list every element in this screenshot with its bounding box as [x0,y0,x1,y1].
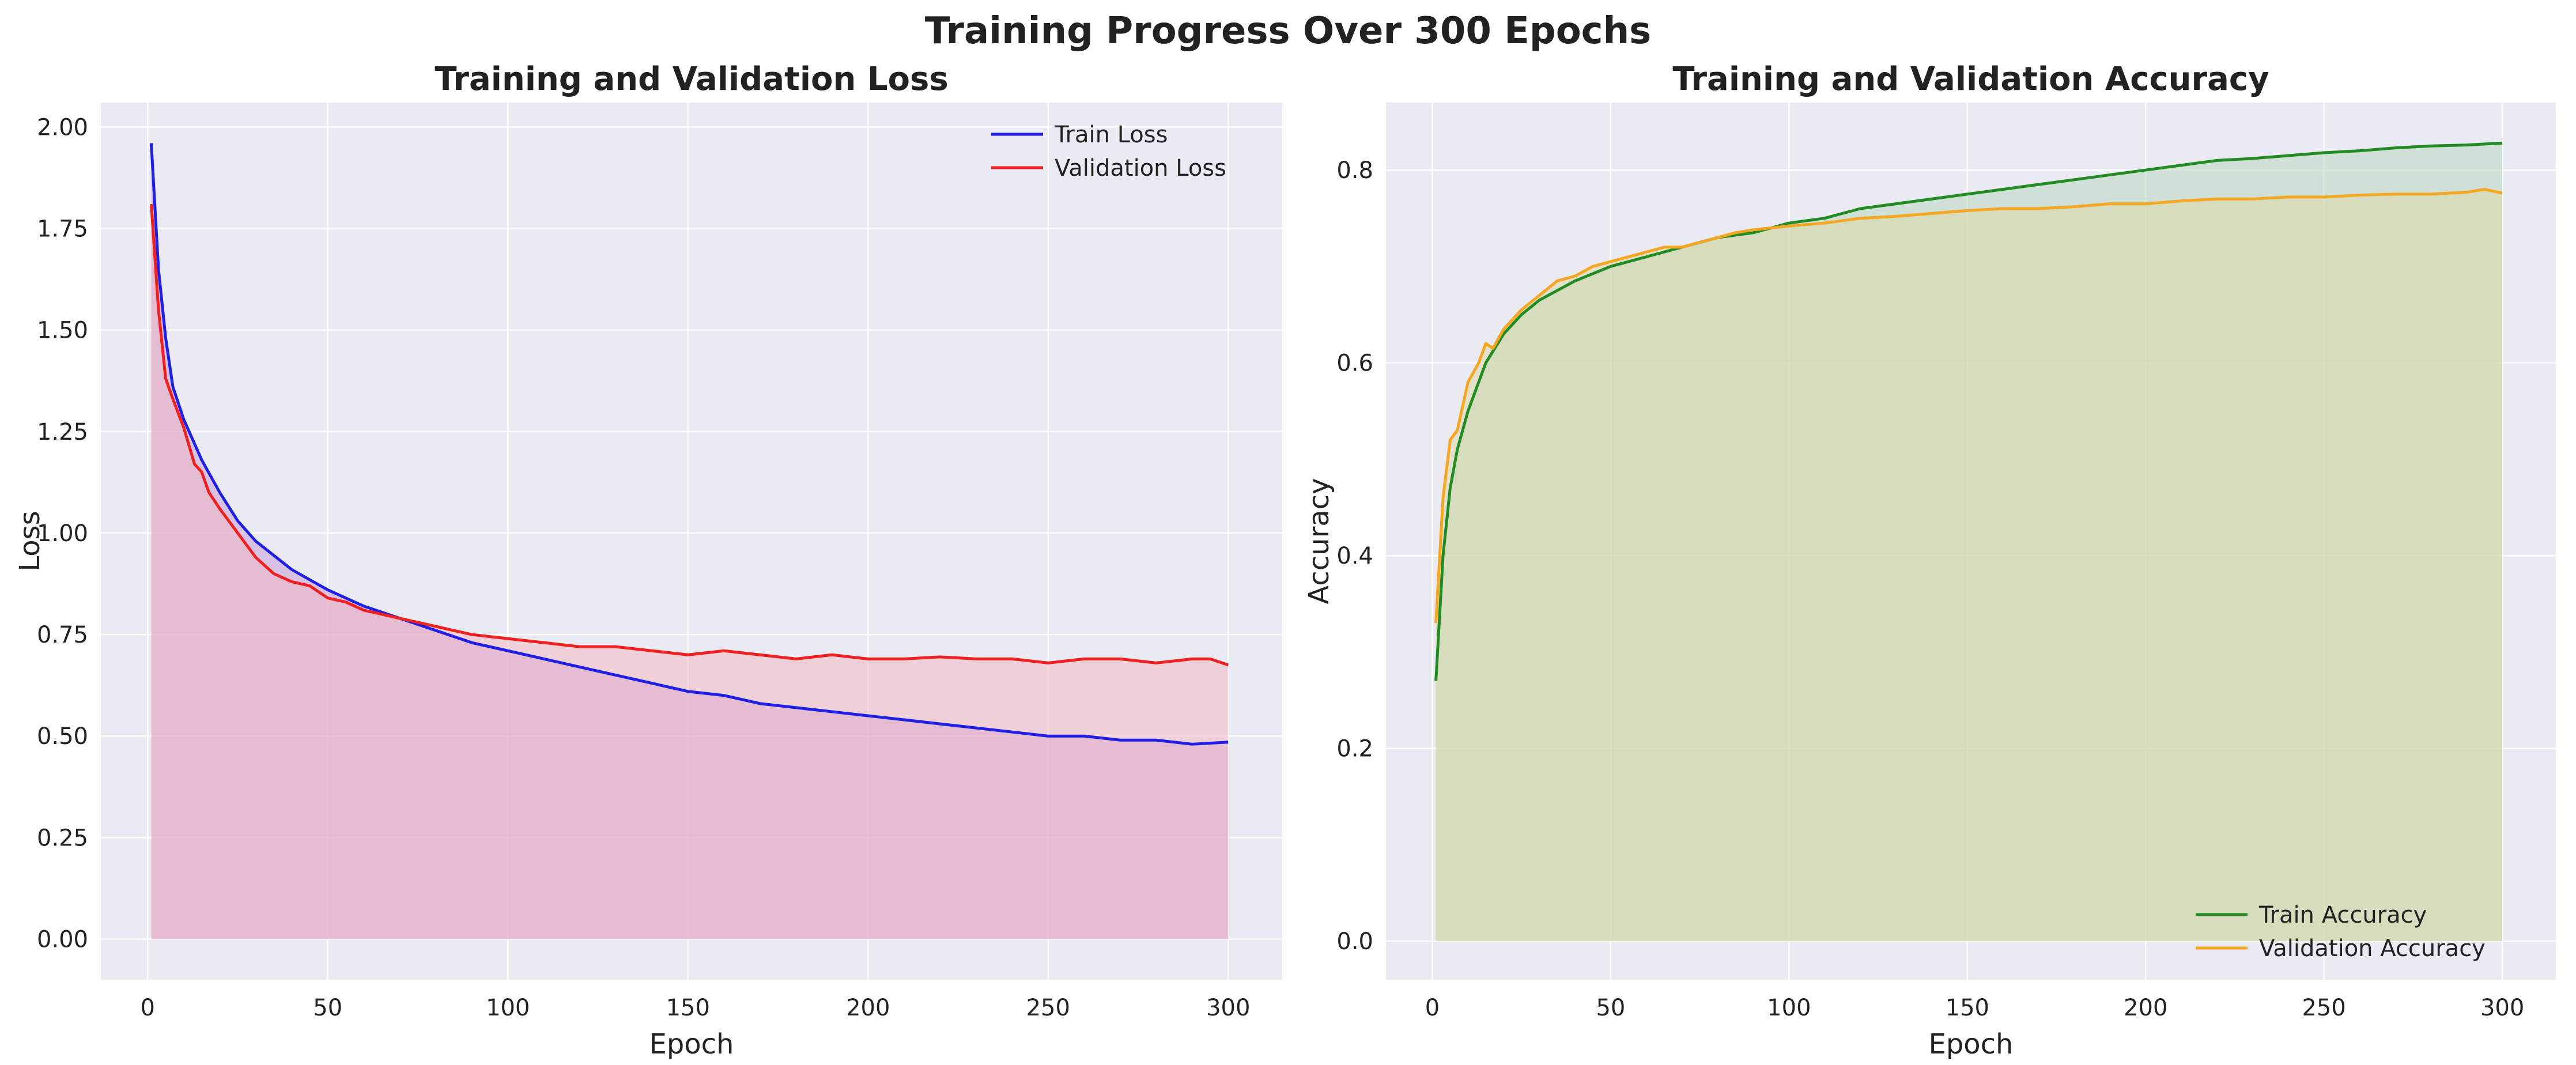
loss-y-tick-label: 1.00 [37,520,88,547]
loss-x-tick-label: 300 [1206,995,1250,1021]
accuracy-y-tick-label: 0.0 [1336,928,1373,955]
loss-y-tick-label: 1.75 [37,216,88,242]
train-loss-line [150,143,1229,746]
loss-y-tick-label: 0.25 [37,825,88,851]
accuracy-x-tick-label: 150 [1946,995,1989,1021]
loss-chart: 0 50 100 150 200 250 300 0.00 0.25 0.50 0.75 1.00 1.… [14,61,1282,1060]
loss-x-tick-label: 0 [141,995,155,1021]
validation-accuracy-legend-label: Validation Accuracy [2259,935,2486,962]
accuracy-y-axis-label: Accuracy [1303,478,1335,604]
loss-y-axis-label: Loss [14,511,46,571]
accuracy-x-axis-label: Epoch [1929,1028,2014,1060]
loss-x-tick-label: 150 [666,995,710,1021]
accuracy-y-tick-label: 0.6 [1336,350,1373,377]
validation-accuracy-fill [1436,189,2503,942]
validation-loss-fill [151,204,1229,939]
loss-x-tick-label: 50 [313,995,342,1021]
loss-y-tick-label: 2.00 [37,114,88,141]
accuracy-y-tick-label: 0.4 [1336,543,1373,569]
accuracy-y-tick-label: 0.8 [1336,157,1373,184]
loss-y-tick-label: 1.25 [37,419,88,445]
accuracy-x-tick-label: 250 [2302,995,2346,1021]
validation-loss-line [150,203,1229,667]
accuracy-chart: 0 50 100 150 200 250 300 0.0 0.2 0.4 0.6 0.8 Trainin… [1303,61,2556,1060]
accuracy-x-tick-label: 50 [1596,995,1625,1021]
loss-chart-title: Training and Validation Loss [435,61,948,98]
accuracy-y-tick-label: 0.2 [1336,736,1373,762]
loss-x-tick-label: 200 [846,995,890,1021]
train-accuracy-legend-label: Train Accuracy [2258,902,2427,928]
loss-x-tick-label: 100 [486,995,530,1021]
train-accuracy-line [1434,141,2503,681]
train-loss-legend-label: Train Loss [1054,122,1168,148]
accuracy-x-tick-label: 300 [2480,995,2524,1021]
loss-y-tick-label: 0.50 [37,723,88,750]
loss-y-tick-label: 0.00 [37,927,88,953]
accuracy-x-tick-label: 200 [2124,995,2167,1021]
loss-y-tick-label: 0.75 [37,622,88,648]
accuracy-chart-title: Training and Validation Accuracy [1672,61,2269,98]
loss-x-tick-label: 250 [1026,995,1070,1021]
validation-accuracy-line [1434,188,2503,624]
accuracy-x-tick-label: 0 [1425,995,1440,1021]
loss-x-axis-label: Epoch [649,1028,734,1060]
accuracy-x-tick-label: 100 [1767,995,1811,1021]
validation-loss-legend-label: Validation Loss [1055,155,1226,182]
loss-y-tick-label: 1.50 [37,318,88,344]
figure-title: Training Progress Over 300 Epochs [925,10,1652,52]
